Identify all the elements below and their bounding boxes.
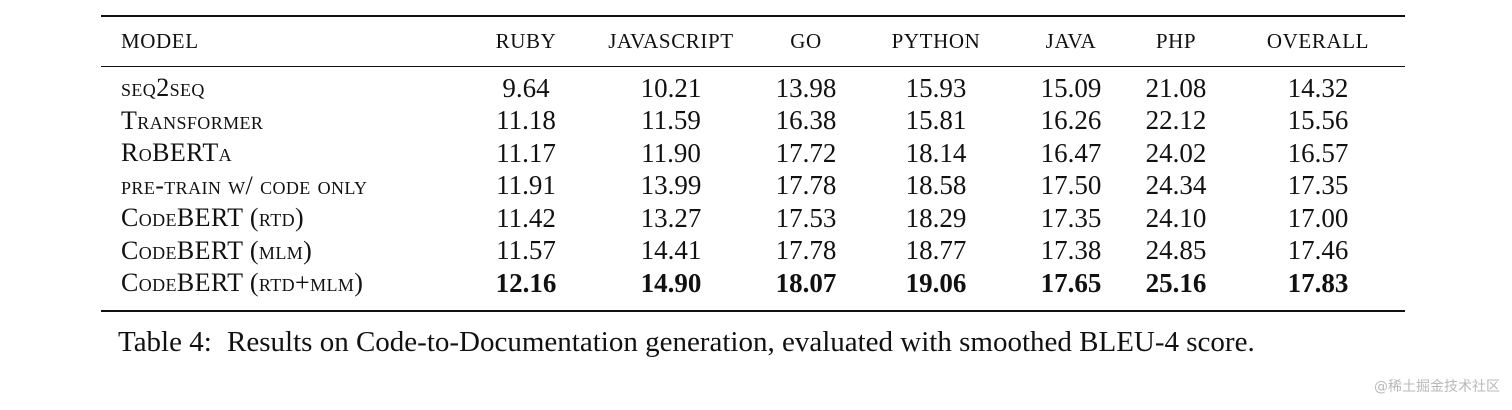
- score-cell-javascript: 14.90: [640, 267, 702, 298]
- score-cell-python: 18.58: [905, 170, 967, 201]
- score-cell-java: 16.26: [1040, 105, 1102, 136]
- column-header-javascript: JAVASCRIPT: [608, 29, 734, 53]
- score-cell-javascript: 13.99: [640, 170, 702, 201]
- score-cell-go: 17.78: [775, 170, 837, 201]
- model-name-cell: pre-train w/ code only: [121, 170, 368, 200]
- score-cell-ruby: 11.57: [496, 235, 556, 266]
- table-header: MODEL RUBY JAVASCRIPT GO PYTHON JAVA PHP…: [101, 17, 1405, 66]
- score-cell-javascript: 14.41: [640, 235, 702, 266]
- score-cell-java: 16.47: [1040, 137, 1102, 168]
- score-cell-java: 17.50: [1040, 170, 1102, 201]
- score-cell-javascript: 11.59: [641, 105, 701, 136]
- column-header-model: MODEL: [121, 29, 199, 53]
- score-cell-java: 17.65: [1040, 267, 1102, 298]
- table-bottom-rule: [101, 310, 1405, 312]
- column-header-python: PYTHON: [891, 29, 981, 53]
- column-header-php: PHP: [1155, 29, 1197, 53]
- score-cell-php: 25.16: [1145, 267, 1207, 298]
- table-row-best: CodeBERT (rtd+mlm) 12.16 14.90 18.07 19.…: [101, 267, 1405, 300]
- score-cell-go: 17.72: [775, 137, 837, 168]
- score-cell-ruby: 12.16: [495, 267, 557, 298]
- score-cell-go: 18.07: [775, 267, 837, 298]
- score-cell-ruby: 11.91: [496, 170, 556, 201]
- score-cell-overall: 17.35: [1287, 170, 1349, 201]
- score-cell-python: 15.93: [905, 72, 967, 103]
- results-table: MODEL RUBY JAVASCRIPT GO PYTHON JAVA PHP…: [101, 17, 1405, 300]
- score-cell-java: 17.35: [1040, 202, 1102, 233]
- score-cell-overall: 14.32: [1287, 72, 1349, 103]
- score-cell-java: 15.09: [1040, 72, 1102, 103]
- score-cell-php: 21.08: [1145, 72, 1207, 103]
- score-cell-overall: 15.56: [1287, 105, 1349, 136]
- score-cell-ruby: 11.17: [496, 137, 556, 168]
- table-row: seq2seq 9.64 10.21 13.98 15.93 15.09 21.…: [101, 66, 1405, 105]
- score-cell-ruby: 11.18: [496, 105, 556, 136]
- score-cell-go: 17.53: [775, 202, 837, 233]
- table-body: seq2seq 9.64 10.21 13.98 15.93 15.09 21.…: [101, 66, 1405, 300]
- score-cell-javascript: 11.90: [641, 137, 701, 168]
- model-name-cell: CodeBERT (rtd+mlm): [121, 268, 364, 298]
- score-cell-go: 17.78: [775, 235, 837, 266]
- caption-label: Table 4:: [118, 326, 212, 358]
- header-row: MODEL RUBY JAVASCRIPT GO PYTHON JAVA PHP…: [101, 17, 1405, 66]
- score-cell-overall: 17.83: [1287, 267, 1349, 298]
- score-cell-python: 18.14: [905, 137, 967, 168]
- table-header-rule: [101, 66, 1405, 67]
- score-cell-python: 18.29: [905, 202, 967, 233]
- score-cell-overall: 16.57: [1287, 137, 1349, 168]
- score-cell-python: 18.77: [905, 235, 967, 266]
- score-cell-javascript: 10.21: [640, 72, 702, 103]
- score-cell-javascript: 13.27: [640, 202, 702, 233]
- score-cell-overall: 17.00: [1287, 202, 1349, 233]
- score-cell-php: 22.12: [1145, 105, 1207, 136]
- caption-text: Results on Code-to-Documentation generat…: [227, 326, 1255, 358]
- column-header-ruby: RUBY: [495, 29, 557, 53]
- watermark: @稀土掘金技术社区: [1374, 379, 1500, 395]
- score-cell-go: 16.38: [775, 105, 837, 136]
- score-cell-ruby: 11.42: [496, 202, 556, 233]
- table-top-rule: [101, 15, 1405, 17]
- score-cell-php: 24.34: [1145, 170, 1207, 201]
- table-row: pre-train w/ code only 11.91 13.99 17.78…: [101, 170, 1405, 203]
- column-header-overall: OVERALL: [1266, 29, 1370, 53]
- model-name-cell: CodeBERT (mlm): [121, 235, 313, 265]
- table-caption: Table 4: Results on Code-to-Documentatio…: [118, 326, 1498, 359]
- score-cell-php: 24.85: [1145, 235, 1207, 266]
- model-name-cell: CodeBERT (rtd): [121, 203, 305, 233]
- table-row: CodeBERT (mlm) 11.57 14.41 17.78 18.77 1…: [101, 235, 1405, 268]
- score-cell-ruby: 9.64: [502, 72, 550, 103]
- model-name-cell: RoBERTa: [121, 138, 233, 168]
- model-name-cell: Transformer: [121, 105, 264, 135]
- score-cell-overall: 17.46: [1287, 235, 1349, 266]
- table-row: RoBERTa 11.17 11.90 17.72 18.14 16.47 24…: [101, 137, 1405, 170]
- score-cell-php: 24.10: [1145, 202, 1207, 233]
- table-row: CodeBERT (rtd) 11.42 13.27 17.53 18.29 1…: [101, 202, 1405, 235]
- score-cell-php: 24.02: [1145, 137, 1207, 168]
- column-header-go: GO: [790, 29, 822, 53]
- model-name-cell: seq2seq: [121, 73, 205, 103]
- score-cell-go: 13.98: [775, 72, 837, 103]
- score-cell-python: 19.06: [905, 267, 967, 298]
- column-header-java: JAVA: [1045, 29, 1097, 53]
- table-row: Transformer 11.18 11.59 16.38 15.81 16.2…: [101, 105, 1405, 138]
- score-cell-python: 15.81: [905, 105, 967, 136]
- score-cell-java: 17.38: [1040, 235, 1102, 266]
